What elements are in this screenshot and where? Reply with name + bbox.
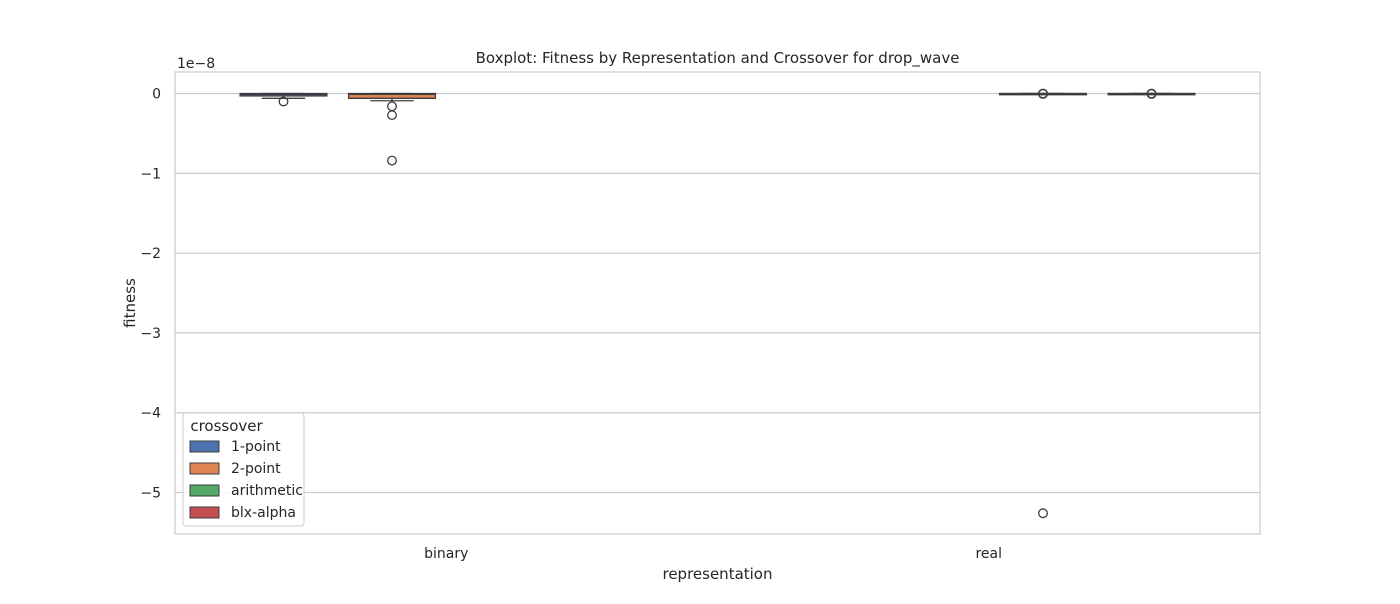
box-real-blx-alpha [1107,88,1196,99]
box-layer [239,88,1196,519]
outlier-point [1038,508,1048,519]
grid-layer [175,92,1260,494]
y-tick-label: −1 [140,166,161,182]
box-binary-2-point [347,92,437,166]
legend-swatch [189,506,220,519]
x-axis-label: representation [662,565,772,583]
box-real-arithmetic [998,88,1088,519]
legend-swatch [189,462,220,475]
y-tick-label: −5 [140,486,161,502]
box-binary-1-point [239,92,328,107]
y-axis-label: fitness [121,278,139,328]
x-tick-label: real [975,546,1002,562]
y-tick-label: −3 [140,326,161,342]
legend-label: arithmetic [231,483,303,499]
outlier-point [387,155,397,166]
legend-item-arithmetic: arithmetic [189,483,303,499]
y-tick-label: −4 [140,406,161,422]
outlier-point [387,110,397,121]
legend-item-2-point: 2-point [189,461,281,477]
legend-label: 1-point [231,439,281,455]
chart-title: Boxplot: Fitness by Representation and C… [476,49,960,68]
box-body [347,92,437,99]
x-tick-label: binary [424,546,468,562]
outlier-point [278,96,289,107]
y-tick-label: 0 [152,87,161,103]
outlier-point [1146,88,1157,99]
legend-label: blx-alpha [231,505,296,521]
legend-swatch [189,440,220,453]
legend-item-blx-alpha: blx-alpha [189,505,296,521]
legend-title: crossover [190,417,263,435]
legend: crossover 1-point 2-point arithmetic blx-al… [182,412,305,527]
y-scale-note: 1e−8 [177,56,215,72]
legend-label: 2-point [231,461,281,477]
outlier-point [1038,88,1048,99]
legend-item-1-point: 1-point [189,439,281,455]
outlier-point [387,101,397,112]
y-tick-label: −2 [140,246,161,262]
tick-layer: 0 −1 −2 −3 −4 −5 binary real [140,87,1002,562]
plot-frame [174,71,1261,535]
legend-swatch [189,484,220,497]
legend-items: 1-point 2-point arithmetic blx-alpha [189,439,303,521]
